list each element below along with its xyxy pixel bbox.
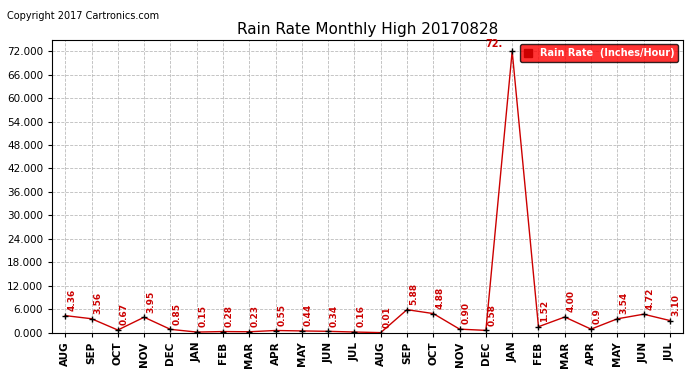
- Text: 0.34: 0.34: [330, 304, 339, 327]
- Text: 4.36: 4.36: [67, 289, 76, 311]
- Text: 0.67: 0.67: [119, 303, 128, 326]
- Text: 4.88: 4.88: [435, 286, 444, 309]
- Text: 3.10: 3.10: [672, 294, 681, 316]
- Text: 3.54: 3.54: [619, 292, 628, 314]
- Text: 0.01: 0.01: [382, 306, 391, 328]
- Text: 4.72: 4.72: [645, 287, 654, 309]
- Text: 0.44: 0.44: [304, 304, 313, 326]
- Text: 4.00: 4.00: [566, 290, 575, 312]
- Text: 0.85: 0.85: [172, 303, 181, 325]
- Text: 0.23: 0.23: [251, 305, 260, 327]
- Text: 0.15: 0.15: [199, 305, 208, 327]
- Text: Copyright 2017 Cartronics.com: Copyright 2017 Cartronics.com: [7, 11, 159, 21]
- Text: 0.9: 0.9: [593, 309, 602, 324]
- Text: 3.95: 3.95: [146, 290, 155, 312]
- Text: 0.16: 0.16: [356, 305, 365, 327]
- Text: 1.52: 1.52: [540, 300, 549, 322]
- Text: 0.90: 0.90: [462, 303, 471, 324]
- Text: 0.55: 0.55: [277, 304, 286, 326]
- Text: 0.28: 0.28: [225, 305, 234, 327]
- Text: 5.88: 5.88: [409, 283, 418, 305]
- Title: Rain Rate Monthly High 20170828: Rain Rate Monthly High 20170828: [237, 22, 498, 37]
- Text: 0.58: 0.58: [488, 304, 497, 326]
- Text: 3.56: 3.56: [93, 292, 102, 314]
- Legend: Rain Rate  (Inches/Hour): Rain Rate (Inches/Hour): [520, 44, 678, 62]
- Text: 72.: 72.: [486, 39, 503, 49]
